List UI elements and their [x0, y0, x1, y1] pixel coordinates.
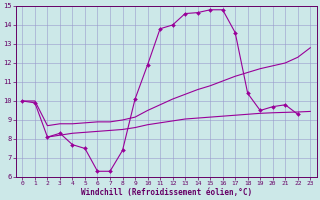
X-axis label: Windchill (Refroidissement éolien,°C): Windchill (Refroidissement éolien,°C): [81, 188, 252, 197]
